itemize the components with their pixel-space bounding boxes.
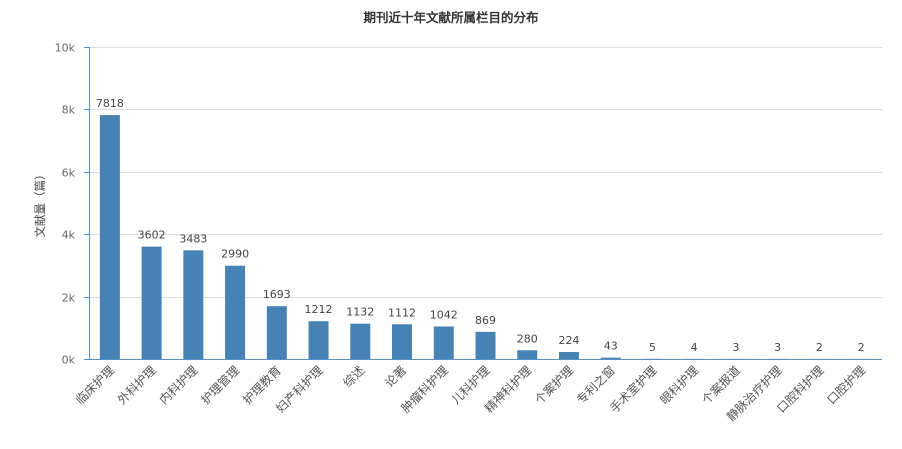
y-tick-label: 8k xyxy=(62,104,76,117)
category-label: 护理管理 xyxy=(198,363,243,408)
value-label: 3483 xyxy=(179,232,207,245)
category-label: 眼科护理 xyxy=(657,363,701,407)
value-label: 280 xyxy=(517,332,538,345)
category-label: 个案护理 xyxy=(532,363,577,408)
bar[interactable] xyxy=(475,331,496,359)
bar[interactable] xyxy=(392,324,413,359)
bar[interactable] xyxy=(266,306,287,359)
y-tick-label: 10k xyxy=(55,42,76,55)
value-label: 1693 xyxy=(263,288,291,301)
y-tick-label: 6k xyxy=(62,167,76,180)
y-axis-ticks: 0k 2k 4k 6k 8k 10k xyxy=(55,42,89,367)
category-label: 外科护理 xyxy=(115,363,159,407)
bar[interactable] xyxy=(308,321,329,359)
bars xyxy=(99,115,872,359)
bar[interactable] xyxy=(600,357,621,359)
bar[interactable] xyxy=(350,323,371,359)
value-label: 4 xyxy=(691,341,698,354)
value-label: 1042 xyxy=(430,308,458,321)
bar[interactable] xyxy=(558,352,579,359)
y-tick-label: 4k xyxy=(62,229,76,242)
category-label: 临床护理 xyxy=(73,363,117,407)
value-label: 3602 xyxy=(138,229,166,242)
bar[interactable] xyxy=(517,350,538,359)
bar[interactable] xyxy=(225,265,246,359)
y-tick-label: 0k xyxy=(62,354,76,367)
value-labels: 7818 3602 3483 2990 1693 1212 1132 1112 1042 869 2… xyxy=(96,97,865,354)
bar[interactable] xyxy=(99,115,120,359)
value-label: 2990 xyxy=(221,248,249,261)
value-label: 7818 xyxy=(96,97,124,110)
value-label: 1132 xyxy=(346,306,374,319)
category-label: 内科护理 xyxy=(157,363,201,407)
value-label: 1112 xyxy=(388,306,416,319)
y-axis-label: 文献量（篇） xyxy=(33,169,47,238)
chart-title: 期刊近十年文献所属栏目的分布 xyxy=(363,10,539,25)
category-label: 论著 xyxy=(382,363,409,390)
bar[interactable] xyxy=(141,246,162,359)
category-label: 口腔护理 xyxy=(824,363,869,408)
value-label: 224 xyxy=(558,334,579,347)
value-label: 3 xyxy=(774,341,781,354)
value-label: 5 xyxy=(649,341,656,354)
category-label: 综述 xyxy=(341,363,368,390)
bar[interactable] xyxy=(433,326,454,359)
value-label: 2 xyxy=(816,341,823,354)
value-label: 1212 xyxy=(305,303,333,316)
value-label: 3 xyxy=(732,341,739,354)
value-label: 43 xyxy=(604,340,618,353)
y-tick-label: 2k xyxy=(62,292,76,305)
value-label: 869 xyxy=(475,314,496,327)
bar[interactable] xyxy=(183,250,204,359)
gridlines xyxy=(89,47,882,298)
value-label: 2 xyxy=(858,341,865,354)
